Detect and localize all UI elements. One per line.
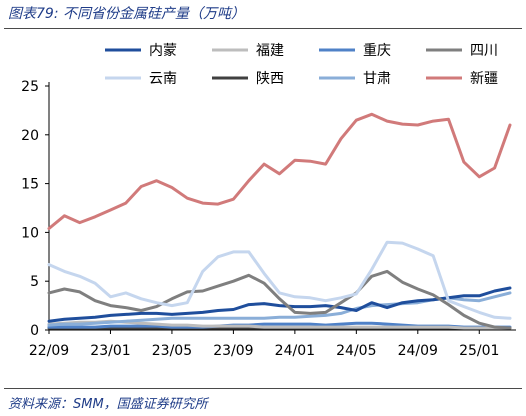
figure-title: 图表79: 不同省份金属硅产量（万吨） bbox=[8, 6, 245, 22]
source-note: 资料来源：SMM，国盛证券研究所 bbox=[8, 397, 208, 412]
y-tick-label: 5 bbox=[30, 274, 39, 290]
legend-item: 甘肃 bbox=[319, 71, 391, 87]
series-line-新疆 bbox=[47, 112, 512, 230]
y-tick-label: 20 bbox=[21, 128, 39, 144]
legend-label: 新疆 bbox=[470, 71, 498, 87]
legend-item: 陕西 bbox=[212, 71, 284, 87]
x-tick-label: 24/09 bbox=[398, 343, 438, 359]
y-tick-label: 0 bbox=[30, 323, 39, 339]
series-line-四川 bbox=[47, 269, 512, 330]
x-tick-label: 25/01 bbox=[459, 343, 499, 359]
x-tick-label: 23/01 bbox=[90, 343, 130, 359]
legend-label: 福建 bbox=[256, 43, 284, 59]
y-tick-label: 15 bbox=[21, 177, 39, 193]
axes: 0 5 10 15 20 25 22/09 23/01 23/05 23/09 24/01 24/05… bbox=[21, 79, 516, 359]
legend-label: 云南 bbox=[149, 71, 177, 87]
x-tick-label: 23/09 bbox=[213, 343, 253, 359]
series-line-云南 bbox=[47, 240, 512, 320]
legend-item: 福建 bbox=[212, 43, 284, 59]
legend-item: 重庆 bbox=[319, 43, 391, 59]
legend-item: 新疆 bbox=[426, 71, 498, 87]
x-tick-label: 24/01 bbox=[275, 343, 315, 359]
legend-item: 云南 bbox=[105, 71, 177, 87]
legend-label: 重庆 bbox=[363, 43, 391, 59]
line-chart: 0 5 10 15 20 25 22/09 23/01 23/05 23/09 24/01 24/05… bbox=[21, 43, 516, 359]
legend-label: 内蒙 bbox=[149, 43, 177, 59]
legend-label: 陕西 bbox=[256, 71, 284, 87]
x-tick-label: 22/09 bbox=[29, 343, 69, 359]
legend-label: 甘肃 bbox=[363, 71, 391, 87]
y-tick-label: 25 bbox=[21, 79, 39, 95]
legend-item: 内蒙 bbox=[105, 43, 177, 59]
x-tick-label: 24/05 bbox=[336, 343, 376, 359]
x-tick-label: 23/05 bbox=[152, 343, 192, 359]
top-rule bbox=[4, 28, 522, 29]
y-tick-label: 10 bbox=[21, 225, 39, 241]
series-lines bbox=[47, 112, 512, 330]
bottom-rule bbox=[4, 388, 522, 389]
legend-item: 四川 bbox=[426, 43, 498, 59]
legend-label: 四川 bbox=[470, 43, 498, 59]
series-line-内蒙 bbox=[47, 286, 512, 323]
